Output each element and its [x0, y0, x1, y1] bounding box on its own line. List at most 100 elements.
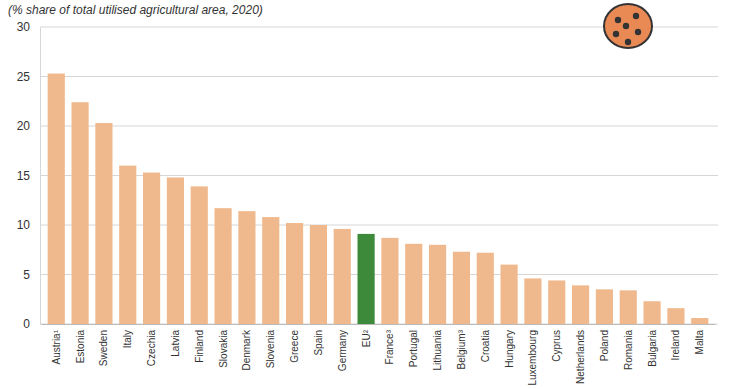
x-tick-label: Netherlands: [575, 330, 586, 384]
x-tick-label: Italy: [122, 330, 133, 348]
x-tick-label: Luxembourg: [527, 330, 538, 386]
x-tick-label: Portugal: [408, 330, 419, 367]
x-tick-label: Malta: [694, 330, 705, 355]
x-tick-label: Denmark: [241, 329, 252, 371]
bar: [358, 234, 375, 324]
x-tick: Cyprus: [551, 324, 562, 362]
bars: [48, 74, 709, 324]
bar: [620, 290, 637, 324]
bar: [95, 123, 112, 324]
y-tick: 15: [17, 169, 40, 183]
x-tick: Czechia: [146, 324, 157, 366]
bar: [143, 173, 160, 324]
y-tick: 30: [17, 20, 40, 34]
x-tick: Slovenia: [265, 324, 276, 368]
x-tick: Luxembourg: [527, 324, 538, 386]
y-axis: 0 5 10 15 20 25 30: [17, 20, 41, 331]
ladybug-spot: [623, 23, 629, 29]
x-tick-label: Spain: [313, 330, 324, 356]
x-tick: Croatia: [480, 324, 491, 362]
x-tick: Latvia: [170, 324, 181, 357]
bar: [48, 74, 65, 324]
x-tick: Finland: [194, 324, 205, 363]
bar: [334, 229, 351, 324]
ladybug-spot: [615, 17, 621, 23]
grid-line: [40, 274, 718, 275]
bar: [405, 244, 422, 324]
y-tick: 0: [23, 317, 40, 331]
y-tick-label: 15: [17, 169, 31, 183]
x-tick-label: Germany: [337, 330, 348, 371]
x-tick-label: Czechia: [146, 330, 157, 367]
bar: [667, 308, 684, 324]
x-tick: Belgium³: [456, 324, 467, 369]
x-tick-label: Slovenia: [265, 330, 276, 369]
grid-line: [40, 175, 718, 176]
bar: [381, 238, 398, 324]
x-tick: Slovakia: [218, 324, 229, 368]
x-tick: Ireland: [670, 324, 681, 361]
x-tick-label: Belgium³: [456, 329, 467, 369]
bar: [310, 225, 327, 324]
bar: [501, 265, 518, 324]
y-tick-label: 10: [17, 218, 31, 232]
bar: [72, 102, 89, 324]
ladybug-body: [604, 4, 652, 48]
x-axis-line: [42, 324, 716, 325]
bar: [167, 177, 184, 324]
x-tick-label: Sweden: [98, 330, 109, 366]
x-tick-label: Latvia: [170, 330, 181, 357]
x-tick: Hungary: [504, 324, 515, 368]
x-tick-label: Hungary: [504, 330, 515, 368]
bar: [215, 208, 232, 324]
bar: [691, 318, 708, 324]
bar: [453, 252, 470, 324]
x-tick: Lithuania: [432, 324, 443, 371]
bar: [524, 278, 541, 324]
x-tick: France³: [384, 324, 395, 364]
bar: [644, 301, 661, 324]
bar: [548, 280, 565, 324]
x-tick-label: Finland: [194, 330, 205, 363]
x-tick: EU²: [361, 324, 372, 347]
x-tick-label: Greece: [289, 330, 300, 363]
bar: [262, 217, 279, 324]
x-tick-label: Lithuania: [432, 330, 443, 371]
x-tick: Poland: [599, 324, 610, 361]
x-tick: Estonia: [75, 324, 86, 363]
grid: [40, 27, 718, 324]
x-tick: Sweden: [98, 324, 109, 366]
bar: [286, 223, 303, 324]
bar: [238, 211, 255, 324]
ladybug-spot: [635, 29, 641, 35]
x-tick: Portugal: [408, 324, 419, 367]
grid-line: [40, 126, 718, 127]
grid-line: [40, 324, 718, 325]
x-tick: Austria¹: [51, 324, 62, 364]
bar: [429, 245, 446, 324]
ladybug-spot: [613, 31, 619, 37]
x-tick-label: Ireland: [670, 330, 681, 361]
bar: [477, 253, 494, 324]
x-tick: Denmark: [241, 324, 252, 371]
y-tick: 25: [17, 70, 40, 84]
x-tick-label: Croatia: [480, 330, 491, 363]
ladybug-spot: [633, 13, 639, 19]
ladybug-spot: [625, 39, 631, 45]
x-tick-label: France³: [384, 329, 395, 364]
x-axis: Austria¹ Estonia Sweden Italy Czechia Latvia F…: [42, 324, 716, 386]
y-axis-line: [40, 28, 41, 325]
bar: [119, 166, 136, 324]
bar: [191, 186, 208, 324]
grid-line: [40, 225, 718, 226]
y-tick: 5: [23, 268, 40, 282]
y-tick-label: 20: [17, 119, 31, 133]
x-tick-label: Poland: [599, 330, 610, 361]
y-tick-label: 5: [23, 268, 30, 282]
y-tick-label: 25: [17, 70, 31, 84]
x-tick: Spain: [313, 324, 324, 356]
x-tick: Greece: [289, 324, 300, 363]
x-tick: Italy: [122, 324, 133, 348]
y-tick-label: 0: [23, 317, 30, 331]
subtitle: (% share of total utilised agricultural …: [8, 3, 263, 17]
